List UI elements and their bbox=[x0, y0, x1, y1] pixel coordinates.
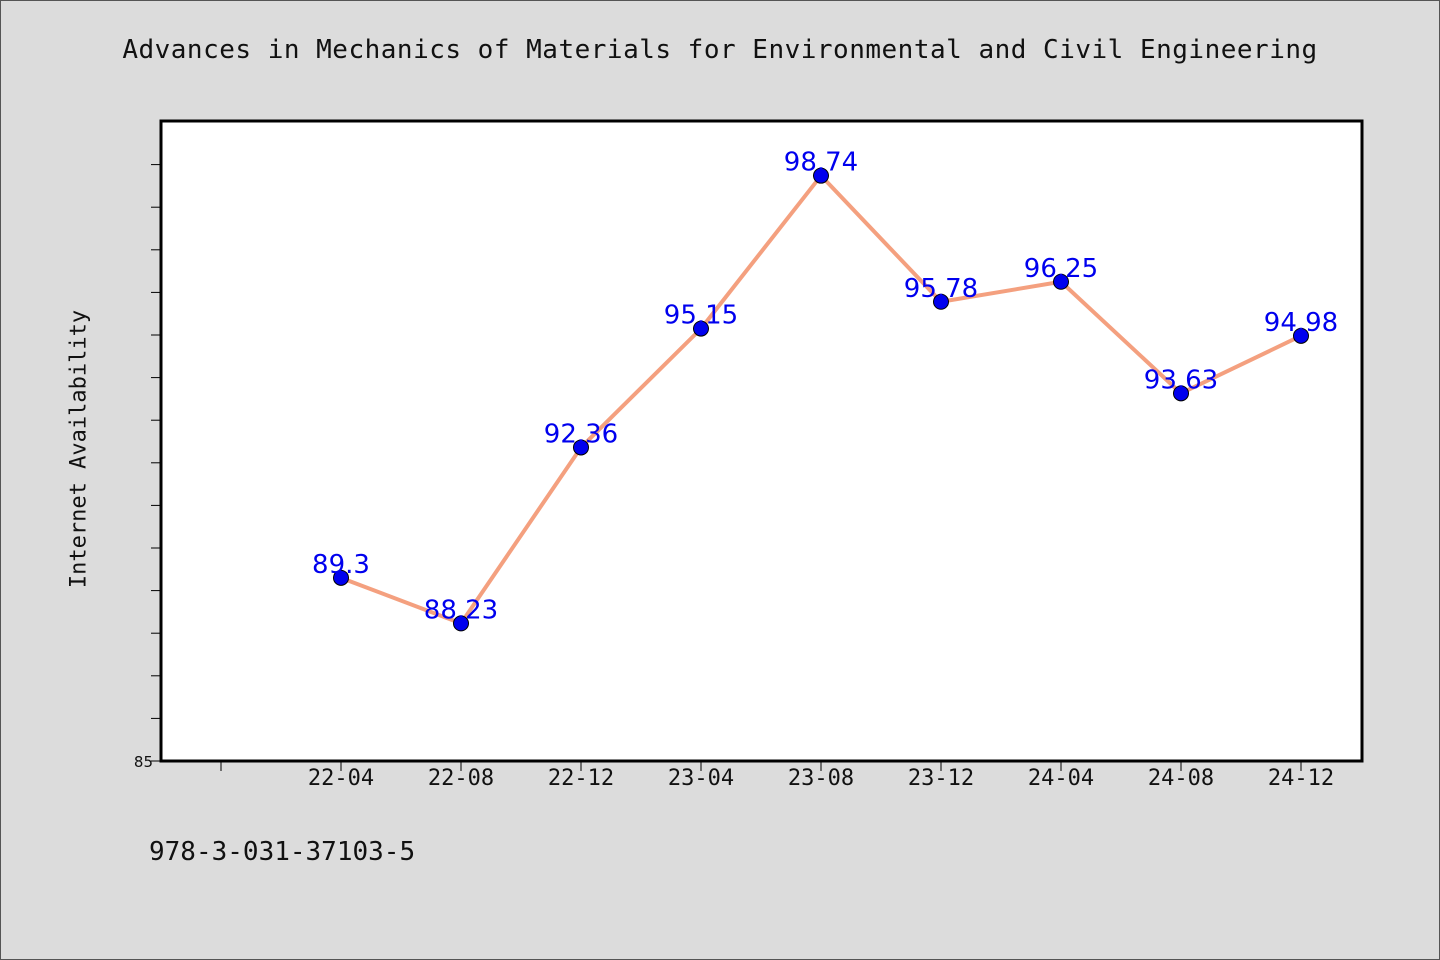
x-tick-label: 24-12 bbox=[1268, 766, 1334, 791]
data-label: 88.23 bbox=[424, 595, 498, 625]
data-label: 95.15 bbox=[664, 301, 738, 331]
x-tick-label: 23-04 bbox=[668, 766, 734, 791]
data-point bbox=[1173, 385, 1189, 402]
data-point bbox=[813, 167, 829, 184]
data-point bbox=[1053, 273, 1069, 290]
data-point bbox=[933, 293, 949, 310]
plot-area bbox=[159, 119, 1364, 763]
y-axis-ticks: 85 bbox=[134, 164, 161, 771]
x-tick-label: 22-12 bbox=[548, 766, 614, 791]
data-point bbox=[333, 569, 349, 586]
data-labels: 89.3 88.23 92.36 95.15 98.74 95.78 96.25 93.63 9… bbox=[312, 148, 1338, 626]
data-label: 89.3 bbox=[312, 550, 370, 580]
data-label: 92.36 bbox=[544, 419, 618, 449]
data-label: 96.25 bbox=[1024, 254, 1098, 284]
data-label: 94.98 bbox=[1264, 308, 1338, 338]
footer-code: 978-3-031-37103-5 bbox=[149, 837, 416, 867]
x-axis-ticks: 22-04 22-08 22-12 23-04 23-08 23-12 24-04 24-08… bbox=[220, 761, 1334, 791]
x-tick-label: 23-12 bbox=[908, 766, 974, 791]
data-label: 93.63 bbox=[1144, 365, 1218, 395]
data-point bbox=[453, 615, 469, 632]
data-point bbox=[573, 439, 589, 456]
x-tick-label: 24-04 bbox=[1028, 766, 1094, 791]
data-label: 98.74 bbox=[784, 148, 858, 178]
x-tick-label: 22-04 bbox=[308, 766, 374, 791]
x-tick-label: 23-08 bbox=[788, 766, 854, 791]
x-tick-label: 24-08 bbox=[1148, 766, 1214, 791]
data-point bbox=[693, 320, 709, 337]
y-tick-label: 85 bbox=[134, 753, 153, 771]
x-tick-label: 22-08 bbox=[428, 766, 494, 791]
data-label: 95.78 bbox=[904, 274, 978, 304]
series-points bbox=[333, 167, 1309, 632]
data-point bbox=[1293, 327, 1309, 344]
chart-title: Advances in Mechanics of Materials for E… bbox=[122, 35, 1318, 65]
